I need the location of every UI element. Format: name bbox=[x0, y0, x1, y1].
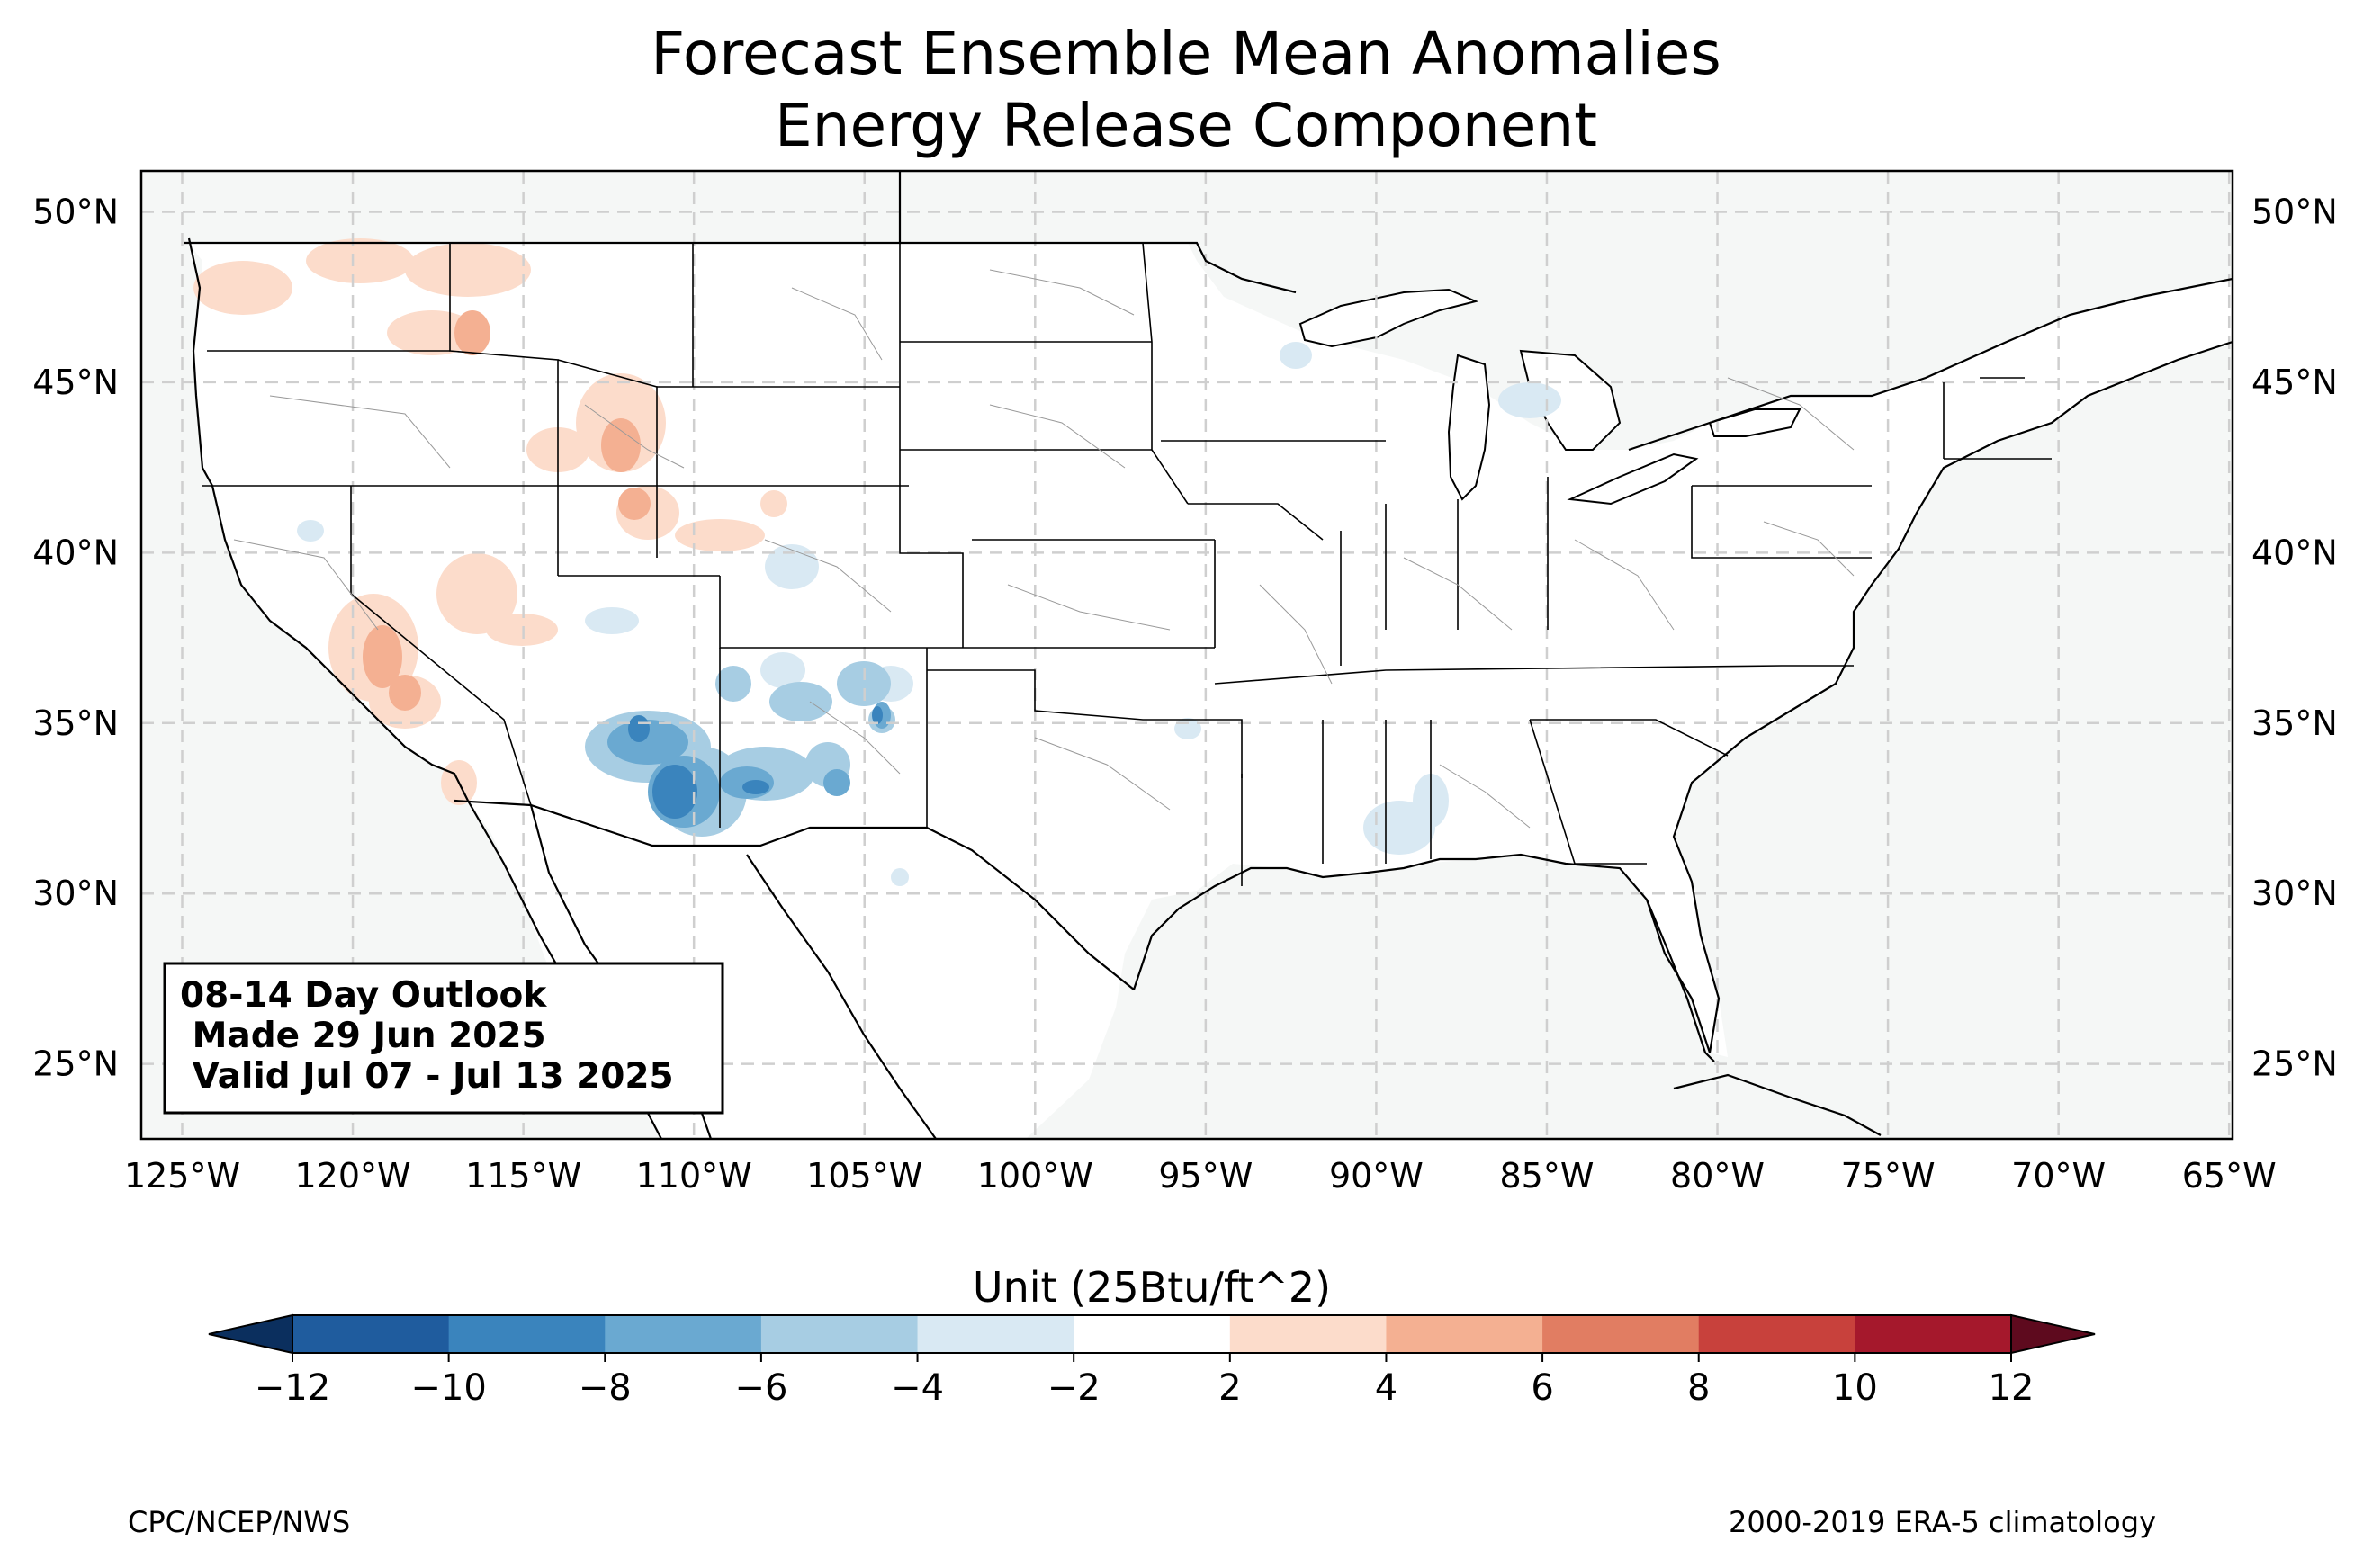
colorbar-segment bbox=[917, 1315, 1074, 1353]
colorbar-segments bbox=[292, 1315, 2012, 1353]
colorbar-segment bbox=[760, 1315, 919, 1353]
colorbar-segment bbox=[292, 1315, 450, 1353]
lon-tick-label: 125°W bbox=[124, 1156, 240, 1196]
info-box-line-1: 08-14 Day Outlook bbox=[180, 975, 547, 1016]
longitude-tick-labels: 125°W 120°W 115°W 110°W 105°W 100°W 95°W 90°W 85… bbox=[124, 1156, 2277, 1196]
lon-tick-label: 105°W bbox=[806, 1156, 922, 1196]
colorbar-label: Unit (25Btu/ft^2) bbox=[973, 1263, 1331, 1312]
colorbar-tick-label: 10 bbox=[1832, 1367, 1878, 1409]
title: Forecast Ensemble Mean Anomalies Energy … bbox=[651, 19, 1721, 160]
colorbar-segment bbox=[605, 1315, 762, 1353]
lat-tick-label-left: 25°N bbox=[32, 1044, 119, 1084]
colorbar-tick-label: −10 bbox=[410, 1367, 486, 1409]
lake-erie bbox=[1567, 452, 1699, 506]
info-box-frame bbox=[163, 962, 724, 1115]
lon-tick-label: 65°W bbox=[2182, 1156, 2277, 1196]
us-mexico-land bbox=[141, 229, 2233, 1139]
lon-tick-label: 70°W bbox=[2011, 1156, 2106, 1196]
lon-tick-label: 85°W bbox=[1500, 1156, 1595, 1196]
colorbar-under-triangle bbox=[208, 1313, 293, 1355]
state-borders bbox=[202, 242, 2052, 886]
colorbar-frame bbox=[292, 1314, 2012, 1354]
lon-tick-label: 110°W bbox=[636, 1156, 752, 1196]
colorbar-tick-label: 4 bbox=[1375, 1367, 1397, 1409]
lat-tick-label-left: 50°N bbox=[32, 192, 119, 231]
info-box: 08-14 Day Outlook Made 29 Jun 2025 Valid… bbox=[163, 962, 724, 1115]
colorbar-over-triangle bbox=[2010, 1313, 2096, 1355]
colorbar-tick-label: −8 bbox=[579, 1367, 632, 1409]
lon-tick-label: 80°W bbox=[1670, 1156, 1765, 1196]
footer-left: CPC/NCEP/NWS bbox=[128, 1505, 350, 1539]
map-frame bbox=[139, 169, 2234, 1141]
lake-michigan bbox=[1447, 354, 1491, 501]
colorbar-segment bbox=[1386, 1315, 1543, 1353]
grid-lines bbox=[141, 171, 2233, 1139]
lat-tick-label-left: 45°N bbox=[32, 363, 119, 402]
lon-tick-label: 115°W bbox=[465, 1156, 581, 1196]
lat-tick-label-right: 40°N bbox=[2251, 533, 2338, 572]
lat-tick-label-right: 35°N bbox=[2251, 703, 2338, 743]
colorbar-tick-label: 2 bbox=[1218, 1367, 1241, 1409]
colorbar-tick-label: −6 bbox=[734, 1367, 787, 1409]
colorbar-tick-label: −4 bbox=[891, 1367, 944, 1409]
colorbar-segment bbox=[448, 1315, 606, 1353]
title-line-2: Energy Release Component bbox=[775, 91, 1597, 160]
map-panel: 125°W 120°W 115°W 110°W 105°W 100°W 95°W 90°W 85… bbox=[32, 169, 2338, 1196]
lat-tick-label-left: 40°N bbox=[32, 533, 119, 572]
colorbar-tick-label: −12 bbox=[255, 1367, 330, 1409]
colorbar-segment bbox=[1074, 1315, 1231, 1353]
colorbar-tick-label: 8 bbox=[1687, 1367, 1710, 1409]
canada-land bbox=[141, 171, 2233, 450]
negative-anomalies-very-strong bbox=[628, 706, 883, 819]
colorbar-segment bbox=[1229, 1315, 1387, 1353]
colorbar: Unit (25Btu/ft^2) −12 −10 −8 −6 −4 −2 2 4 6 8 10 12 bbox=[208, 1263, 2096, 1409]
info-box-line-2: Made 29 Jun 2025 bbox=[180, 1016, 546, 1056]
lat-tick-label-right: 25°N bbox=[2251, 1044, 2338, 1084]
info-box-line-3: Valid Jul 07 - Jul 13 2025 bbox=[180, 1056, 674, 1097]
colorbar-tick-labels: −12 −10 −8 −6 −4 −2 2 4 6 8 10 12 bbox=[255, 1353, 2035, 1409]
lon-tick-label: 75°W bbox=[1841, 1156, 1936, 1196]
lat-tick-label-left: 30°N bbox=[32, 874, 119, 913]
lake-superior bbox=[1298, 288, 1479, 348]
colorbar-tick-label: −2 bbox=[1047, 1367, 1101, 1409]
colorbar-segment bbox=[1855, 1315, 2012, 1353]
footer-right: 2000-2019 ERA-5 climatology bbox=[1729, 1505, 2156, 1539]
colorbar-tick-label: 6 bbox=[1531, 1367, 1553, 1409]
lon-tick-label: 95°W bbox=[1158, 1156, 1253, 1196]
lat-tick-label-right: 45°N bbox=[2251, 363, 2338, 402]
latitude-tick-labels-right: 50°N 45°N 40°N 35°N 30°N 25°N bbox=[2251, 192, 2338, 1083]
colorbar-segment bbox=[1542, 1315, 1700, 1353]
lat-tick-label-right: 30°N bbox=[2251, 874, 2338, 913]
title-line-1: Forecast Ensemble Mean Anomalies bbox=[651, 19, 1721, 88]
lon-tick-label: 120°W bbox=[294, 1156, 410, 1196]
lat-tick-label-right: 50°N bbox=[2251, 192, 2338, 231]
colorbar-tick-label: 12 bbox=[1989, 1367, 2035, 1409]
county-borders bbox=[233, 269, 1855, 829]
lon-tick-label: 90°W bbox=[1329, 1156, 1424, 1196]
colorbar-segment bbox=[1698, 1315, 1855, 1353]
positive-anomalies-strong bbox=[363, 310, 651, 711]
lon-tick-label: 100°W bbox=[977, 1156, 1093, 1196]
lat-tick-label-left: 35°N bbox=[32, 703, 119, 743]
latitude-tick-labels-left: 50°N 45°N 40°N 35°N 30°N 25°N bbox=[32, 192, 119, 1083]
